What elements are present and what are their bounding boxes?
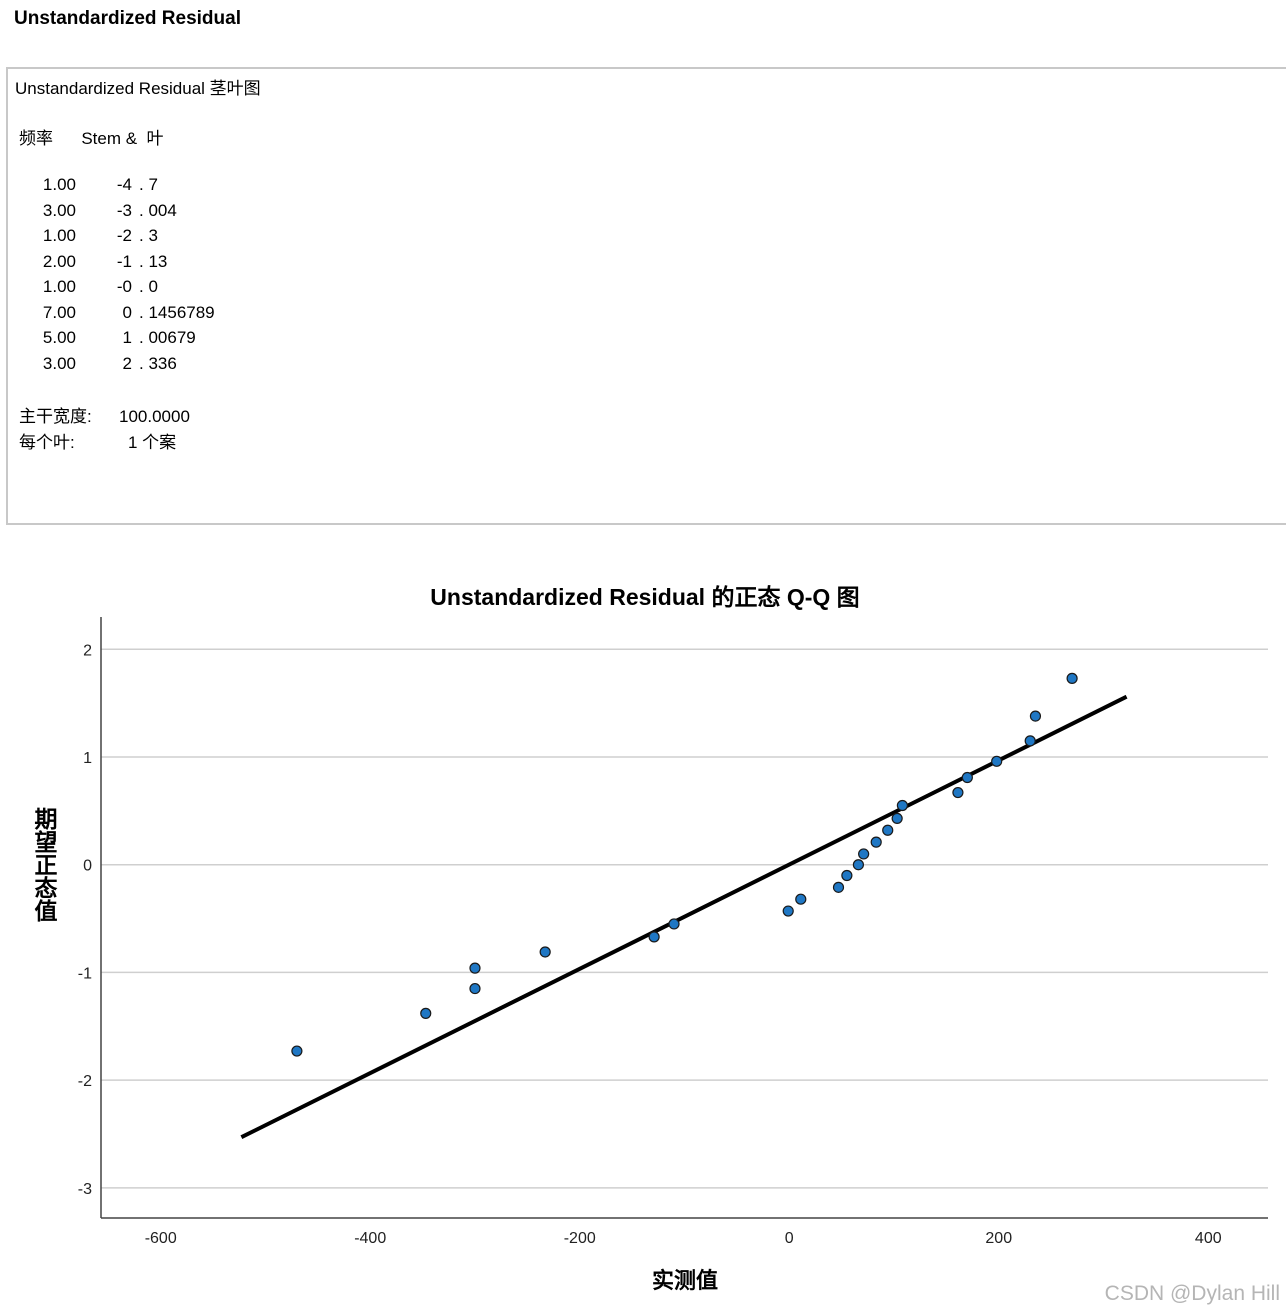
- each-leaf-value: 1 个案: [128, 433, 177, 452]
- row-stem: -2: [116, 226, 132, 245]
- x-axis-label: 实测值: [652, 1268, 718, 1293]
- section-title: Unstandardized Residual: [14, 8, 241, 29]
- fit-line: [240, 694, 1128, 1140]
- data-point: [795, 893, 807, 905]
- y-tick-label: 2: [83, 642, 92, 659]
- row-stem: 0: [122, 302, 132, 322]
- data-point: [420, 1007, 432, 1019]
- stem-separator: .: [139, 175, 149, 194]
- row-frequency: 7.00: [42, 302, 76, 322]
- stem-width-label: 主干宽度:: [19, 407, 92, 426]
- y-tick-label: 1: [83, 750, 92, 767]
- data-point: [1029, 710, 1042, 722]
- row-stem: -1: [116, 251, 132, 271]
- stem-leaf-header: 频率 Stem & 叶: [19, 124, 164, 149]
- row-leaf: . 004: [139, 201, 177, 221]
- row-leaf: . 7: [139, 175, 158, 195]
- row-leaf: . 336: [139, 354, 177, 374]
- stem-leaf-title: Unstandardized Residual 茎叶图: [15, 79, 261, 98]
- data-point: [991, 755, 1003, 767]
- data-point: [469, 962, 481, 974]
- each-leaf-line: 每个叶: 1 个案: [19, 428, 176, 453]
- chart-title: Unstandardized Residual 的正态 Q-Q 图: [430, 584, 859, 610]
- data-point: [1066, 672, 1078, 684]
- stem-separator: .: [139, 328, 149, 347]
- y-tick-label: 0: [83, 858, 92, 875]
- row-stem: -4: [116, 175, 132, 194]
- stem-width-value: 100.0000: [119, 407, 190, 426]
- qq-plot: Unstandardized Residual 的正态 Q-Q 图 2 1 0 -1 -…: [35, 584, 1268, 1293]
- row-stem: 1: [122, 328, 132, 347]
- row-frequency: 5.00: [42, 328, 76, 347]
- data-point: [668, 918, 680, 930]
- data-point: [961, 771, 973, 784]
- y-axis-label: 期望正态值: [35, 806, 58, 924]
- data-point: [952, 786, 964, 799]
- stem-separator: .: [139, 251, 149, 271]
- row-frequency: 3.00: [42, 353, 76, 373]
- row-leaf: . 0: [139, 277, 158, 297]
- x-tick-label: -200: [564, 1230, 596, 1247]
- data-point: [469, 982, 481, 995]
- row-leaf: . 00679: [139, 328, 196, 348]
- x-tick-label: 0: [785, 1230, 794, 1247]
- header-stem-leaf: Stem & 叶: [81, 129, 164, 148]
- y-tick-label: -2: [78, 1073, 92, 1090]
- data-point: [896, 799, 908, 812]
- reference-line: [240, 694, 1128, 1140]
- stem-separator: .: [139, 302, 149, 322]
- data-point: [852, 859, 864, 871]
- stem-separator: .: [139, 353, 149, 373]
- x-tick-label: 400: [1195, 1230, 1222, 1247]
- row-frequency: 3.00: [42, 200, 76, 220]
- row-stem: -0: [116, 277, 132, 296]
- row-leaf: . 13: [139, 252, 167, 272]
- row-leaf-value: 00679: [148, 328, 196, 347]
- data-point: [1024, 735, 1036, 747]
- stem-separator: .: [139, 277, 149, 296]
- x-tick-label: -400: [354, 1230, 386, 1247]
- x-tick-label: -600: [145, 1230, 177, 1247]
- row-leaf: . 1456789: [139, 303, 215, 323]
- row-frequency: 1.00: [42, 175, 76, 194]
- watermark: CSDN @Dylan Hill: [1104, 1282, 1280, 1305]
- row-frequency: 1.00: [42, 226, 76, 245]
- header-frequency: 频率: [19, 129, 53, 148]
- data-points: [291, 672, 1078, 1057]
- row-stem: -3: [116, 200, 132, 220]
- row-frequency: 1.00: [42, 277, 76, 296]
- data-point: [782, 905, 794, 917]
- row-leaf-value: 004: [148, 200, 177, 220]
- row-leaf-value: 3: [148, 226, 158, 245]
- x-tick-label: 200: [985, 1230, 1012, 1247]
- data-point: [841, 869, 853, 882]
- row-frequency: 2.00: [42, 251, 76, 271]
- row-leaf: . 3: [139, 226, 158, 246]
- row-leaf-value: 7: [148, 175, 158, 194]
- y-tick-label: -1: [78, 965, 92, 982]
- each-leaf-label: 每个叶:: [19, 433, 75, 452]
- stem-width-line: 主干宽度: 100.0000: [19, 402, 190, 427]
- row-leaf-value: 1456789: [148, 302, 215, 322]
- data-point: [870, 836, 882, 848]
- y-axis-label-text: 期望正态值: [35, 806, 58, 924]
- tick-labels: 2 1 0 -1 -2 -3 -600 -400 -200 0 200 400: [78, 642, 1222, 1247]
- data-point: [891, 812, 903, 825]
- data-point: [539, 946, 551, 958]
- stem-leaf-panel: Unstandardized Residual 茎叶图 频率 Stem & 叶 …: [6, 67, 1286, 525]
- stem-separator: .: [139, 200, 149, 220]
- row-leaf-value: 13: [148, 251, 168, 271]
- grid-lines: [101, 648, 1268, 1189]
- data-point: [882, 824, 894, 836]
- stem-separator: .: [139, 226, 149, 245]
- y-tick-label: -3: [78, 1181, 92, 1198]
- row-leaf-value: 336: [148, 353, 177, 373]
- data-point: [648, 931, 660, 943]
- row-stem: 2: [122, 353, 132, 373]
- data-point: [291, 1045, 303, 1057]
- data-point: [832, 881, 845, 893]
- row-leaf-value: 0: [148, 277, 158, 296]
- data-point: [858, 848, 870, 860]
